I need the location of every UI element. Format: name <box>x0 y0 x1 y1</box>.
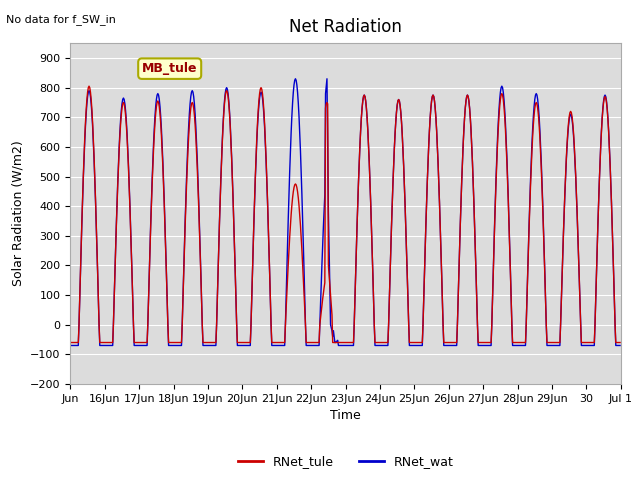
Legend: RNet_tule, RNet_wat: RNet_tule, RNet_wat <box>233 450 458 473</box>
Text: No data for f_SW_in: No data for f_SW_in <box>6 14 116 25</box>
X-axis label: Time: Time <box>330 409 361 422</box>
Text: MB_tule: MB_tule <box>142 62 198 75</box>
Title: Net Radiation: Net Radiation <box>289 18 402 36</box>
Y-axis label: Solar Radiation (W/m2): Solar Radiation (W/m2) <box>12 141 24 287</box>
